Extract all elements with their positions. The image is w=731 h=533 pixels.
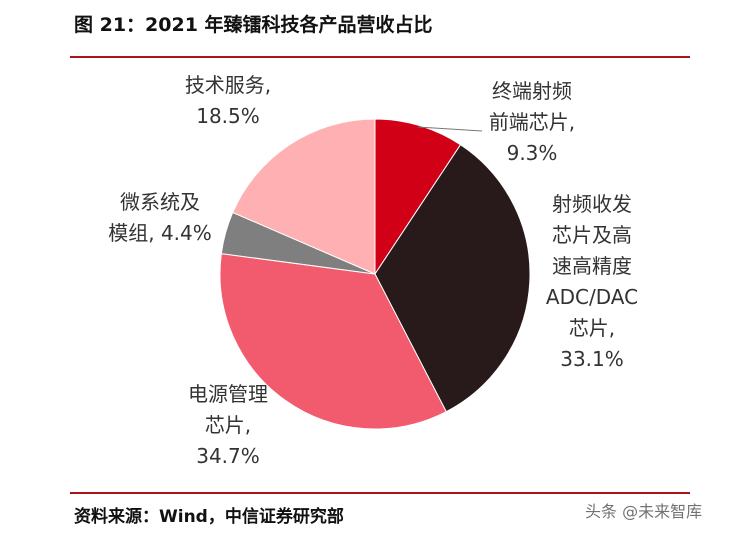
slice-label-4: 微系统及模组, 4.4% bbox=[108, 190, 212, 245]
pie-slice-5 bbox=[232, 118, 376, 275]
chart-title: 图 21：2021 年臻镭科技各产品营收占比 bbox=[74, 14, 433, 36]
pie-slice-3 bbox=[219, 253, 447, 430]
pie-slice-2 bbox=[374, 144, 531, 413]
source-note: 资料来源：Wind，中信证券研究部 bbox=[74, 507, 344, 527]
leader-line bbox=[417, 126, 483, 132]
slice-label-3: 电源管理芯片, 34.7% bbox=[188, 382, 268, 468]
pie-slice-1 bbox=[374, 118, 462, 276]
footer-divider bbox=[70, 492, 690, 494]
watermark: 头条 @未来智库 bbox=[585, 502, 703, 521]
slice-label-2: 射频收发芯片及高速高精度 ADC/DAC 芯片, 33.1% bbox=[546, 192, 638, 371]
slice-label-1: 终端射频前端芯片, 9.3% bbox=[489, 79, 575, 165]
slice-label-5: 技术服务, 18.5% bbox=[185, 73, 271, 128]
title-divider bbox=[70, 56, 690, 58]
